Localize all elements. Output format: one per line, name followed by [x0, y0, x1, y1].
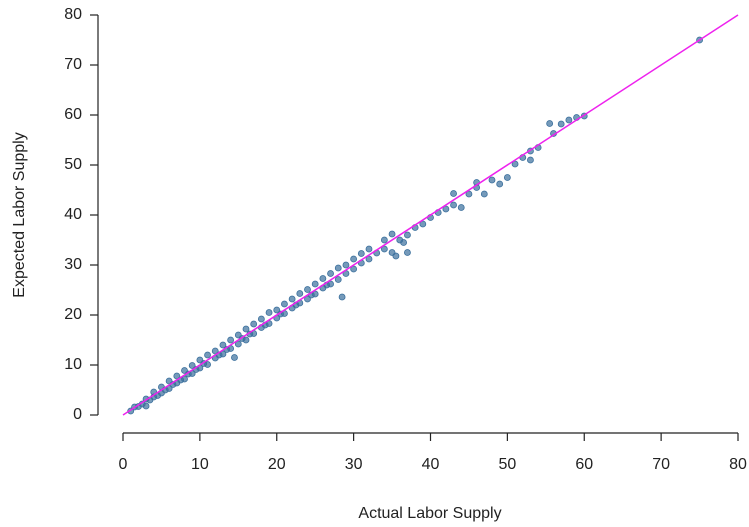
point	[204, 361, 211, 368]
point	[327, 280, 334, 288]
point	[546, 120, 554, 127]
point	[338, 293, 346, 301]
point	[281, 300, 288, 308]
point	[265, 309, 273, 316]
point	[242, 325, 250, 333]
point	[219, 350, 227, 358]
y-tick-label: 40	[64, 206, 82, 223]
point	[242, 336, 250, 344]
point	[142, 402, 150, 410]
x-tick-label: 70	[652, 456, 670, 473]
x-tick-label: 80	[729, 456, 747, 473]
point	[365, 245, 373, 253]
point	[327, 270, 334, 277]
point	[257, 315, 265, 323]
y-tick-label: 80	[64, 6, 82, 23]
point	[342, 261, 350, 269]
point	[304, 295, 311, 303]
reference-line	[122, 14, 739, 416]
x-axis-label: Actual Labor Supply	[358, 505, 501, 522]
point	[450, 190, 457, 197]
point	[450, 201, 457, 209]
point	[380, 236, 388, 244]
point	[173, 372, 181, 380]
point	[181, 375, 188, 383]
point	[365, 255, 373, 263]
point	[496, 180, 504, 188]
point	[311, 280, 319, 288]
point	[488, 176, 496, 184]
point	[304, 286, 311, 293]
point	[231, 354, 238, 361]
point	[392, 252, 400, 260]
point	[465, 190, 473, 198]
x-tick-label: 0	[119, 456, 128, 473]
y-axis-label: Expected Labor Supply	[11, 132, 28, 297]
point	[296, 290, 304, 297]
x-tick-label: 10	[191, 456, 209, 473]
point	[234, 340, 242, 348]
point	[188, 362, 196, 369]
point	[503, 174, 511, 181]
point	[273, 306, 281, 314]
point	[404, 249, 411, 256]
point	[419, 220, 427, 228]
point	[211, 347, 219, 355]
x-tick-label: 40	[422, 456, 440, 473]
point	[557, 120, 565, 128]
point	[350, 265, 358, 273]
point	[442, 205, 450, 213]
point	[457, 204, 465, 211]
point	[388, 230, 396, 238]
point	[250, 320, 258, 328]
y-tick-label: 20	[64, 306, 82, 323]
point	[404, 231, 411, 239]
y-tick-label: 50	[64, 156, 82, 173]
x-tick-label: 50	[498, 456, 516, 473]
point	[319, 275, 327, 282]
y-tick-label: 30	[64, 256, 82, 273]
point	[311, 290, 319, 298]
y-tick-label: 10	[64, 356, 82, 373]
point	[204, 351, 211, 359]
point	[334, 276, 342, 283]
point	[380, 245, 388, 253]
point	[527, 156, 534, 164]
point	[334, 264, 342, 272]
y-tick-label: 60	[64, 106, 82, 123]
x-tick-label: 60	[575, 456, 593, 473]
point	[288, 295, 296, 303]
x-tick-label: 20	[268, 456, 286, 473]
point	[511, 160, 519, 168]
x-tick-label: 30	[345, 456, 363, 473]
point	[480, 190, 488, 198]
point	[227, 336, 235, 344]
point	[357, 250, 365, 257]
point	[565, 116, 573, 124]
y-tick-label: 70	[64, 56, 82, 73]
point	[400, 239, 407, 246]
y-tick-label: 0	[73, 406, 82, 423]
point	[350, 255, 358, 263]
point	[219, 341, 227, 349]
